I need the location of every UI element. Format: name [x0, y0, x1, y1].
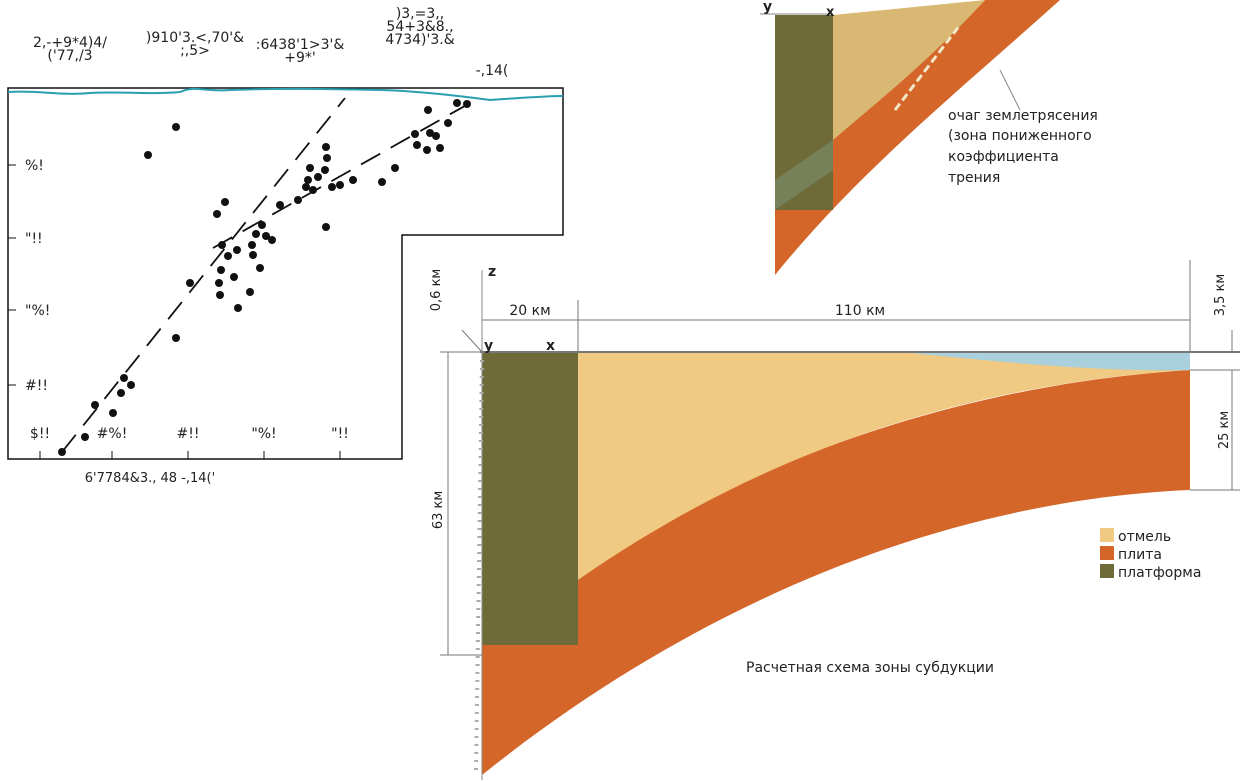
point: [322, 223, 330, 231]
point: [234, 304, 242, 312]
annotation: коэффициента: [948, 149, 1059, 165]
top-label: 4734)'3.&: [385, 32, 454, 48]
axis-label: z: [488, 264, 496, 280]
x-tick-label: "%!: [251, 426, 276, 442]
panel-frame: [8, 88, 563, 459]
point: [304, 176, 312, 184]
caption: Расчетная схема зоны субдукции: [746, 660, 994, 676]
point: [336, 181, 344, 189]
point: [444, 119, 452, 127]
x-tick-label: #!!: [177, 426, 200, 442]
point: [221, 198, 229, 206]
annotation: (зона пониженного: [948, 128, 1092, 144]
dimension-label: 20 км: [509, 303, 550, 319]
point: [322, 143, 330, 151]
point: [411, 130, 419, 138]
point: [120, 374, 128, 382]
point: [172, 334, 180, 342]
point: [323, 154, 331, 162]
dimension-label: 63 км: [431, 491, 446, 529]
point: [424, 106, 432, 114]
main-diagram: z y x 0,6 км 20 км 110 км 3,5 км 25 км 6…: [429, 260, 1240, 780]
point: [216, 291, 224, 299]
point: [117, 389, 125, 397]
dimension-label: 110 км: [835, 303, 885, 319]
point: [218, 241, 226, 249]
point: [248, 241, 256, 249]
point: [391, 164, 399, 172]
point: [91, 401, 99, 409]
annotation: трения: [948, 170, 1000, 186]
point: [215, 279, 223, 287]
point: [328, 183, 336, 191]
point: [58, 448, 66, 456]
annotation: очаг землетрясения: [948, 108, 1098, 124]
axis-label: x: [546, 338, 555, 354]
trend-line: [213, 103, 470, 248]
point: [378, 178, 386, 186]
point: [309, 186, 317, 194]
point: [436, 144, 444, 152]
platform: [482, 352, 578, 645]
point: [127, 381, 135, 389]
axis-label: x: [826, 5, 835, 20]
top-label: +9*': [284, 50, 316, 66]
dimension-label: 3,5 км: [1213, 274, 1228, 316]
point: [423, 146, 431, 154]
axis-label: y: [763, 0, 772, 15]
point: [453, 99, 461, 107]
point: [349, 176, 357, 184]
point: [413, 141, 421, 149]
point: [302, 183, 310, 191]
top-label: -,14(: [476, 63, 509, 79]
point: [321, 166, 329, 174]
y-tick-label: %!: [25, 158, 44, 174]
figure: %! "!! "%! #!! $!! #%! #!! "%! "!! 6'778…: [0, 0, 1248, 781]
dimension-label: 0,6 км: [429, 269, 444, 311]
point: [109, 409, 117, 417]
scatter-panel: %! "!! "%! #!! $!! #%! #!! "%! "!! 6'778…: [8, 6, 563, 486]
point: [252, 230, 260, 238]
point: [463, 100, 471, 108]
point: [230, 273, 238, 281]
trend-line: [62, 98, 345, 452]
x-axis-title: 6'7784&3., 48 -,14(': [85, 471, 215, 486]
point: [294, 196, 302, 204]
surface-line: [8, 89, 563, 100]
inset-diagram: y x очаг землетрясения (зона пониженного…: [760, 0, 1098, 275]
legend-entry: отмель: [1118, 529, 1171, 545]
point: [186, 279, 194, 287]
point: [233, 246, 241, 254]
point: [258, 221, 266, 229]
top-label: ('77,/3: [47, 48, 92, 64]
point: [256, 264, 264, 272]
point: [246, 288, 254, 296]
legend-entry: плита: [1118, 547, 1162, 563]
top-labels: 2,-+9*4)4/('77,/3)910'3.<,70'&;,5>:6438'…: [33, 6, 508, 79]
y-tick-label: "%!: [25, 303, 50, 319]
y-tick-label: "!!: [25, 231, 43, 247]
x-tick-label: "!!: [331, 426, 349, 442]
point: [249, 251, 257, 259]
point: [213, 210, 221, 218]
point: [81, 433, 89, 441]
top-label: ;,5>: [180, 43, 210, 59]
point: [224, 252, 232, 260]
dimension-label: 25 км: [1217, 411, 1232, 449]
x-tick-label: #%!: [97, 426, 128, 442]
point: [432, 132, 440, 140]
point: [276, 201, 284, 209]
y-tick-label: #!!: [25, 378, 48, 394]
point: [306, 164, 314, 172]
point: [144, 151, 152, 159]
data-points: [58, 99, 471, 456]
legend-entry: платформа: [1118, 565, 1201, 581]
point: [268, 236, 276, 244]
axis-label: y: [484, 338, 493, 354]
point: [172, 123, 180, 131]
point: [217, 266, 225, 274]
x-tick-label: $!!: [30, 426, 50, 442]
point: [314, 173, 322, 181]
